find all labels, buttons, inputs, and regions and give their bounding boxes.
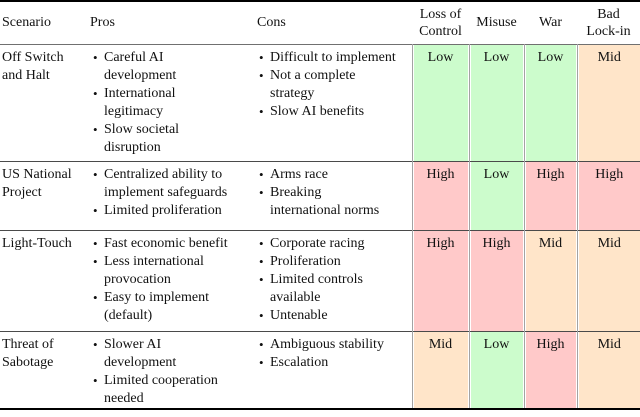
rating-cell: Mid	[523, 230, 577, 331]
rating-cell: Mid	[576, 44, 640, 161]
rating-cell: Low	[468, 161, 524, 230]
rating-cell: Low	[468, 331, 524, 409]
scenario-cell: US National Project	[2, 166, 72, 200]
pros-list: Slower AI developmentLimited cooperation…	[91, 336, 253, 408]
cons-item: Escalation	[257, 354, 412, 372]
rating-cell: High	[576, 161, 640, 230]
rating-value: Mid	[578, 44, 640, 161]
rating-value: Mid	[578, 331, 640, 408]
pros-item: Centralized ability to implement safegua…	[91, 166, 253, 202]
rating-cell: High	[411, 161, 469, 230]
pros-item: Easy to implement (default)	[91, 289, 253, 325]
header-scenario: Scenario	[2, 15, 51, 31]
rating-value: Low	[470, 331, 523, 408]
pros-cell: Centralized ability to implement safegua…	[85, 161, 253, 230]
header-cons: Cons	[257, 15, 286, 31]
rating-value: Mid	[578, 230, 640, 331]
pros-list: Centralized ability to implement safegua…	[91, 166, 253, 220]
rating-cell: Mid	[576, 331, 640, 409]
rating-cell: Mid	[576, 230, 640, 331]
pros-item: International legitimacy	[91, 85, 253, 121]
pros-cell: Fast economic benefitLess international …	[85, 230, 253, 331]
table-body: Off Switch and Halt Careful AI developme…	[0, 44, 640, 409]
rating-cell: Low	[523, 44, 577, 161]
header-loss-of-control: Loss of Control	[419, 6, 462, 39]
header-misuse: Misuse	[476, 15, 517, 31]
rating-cell: High	[523, 161, 577, 230]
header-war: War	[539, 15, 562, 31]
scenario-cell: Threat of Sabotage	[2, 336, 54, 370]
cons-list: Difficult to implementNot a complete str…	[257, 49, 412, 121]
pros-item: Slow societal disruption	[91, 121, 253, 157]
rating-value: High	[525, 331, 576, 408]
rating-value: High	[578, 161, 640, 230]
rating-value: Low	[525, 44, 576, 161]
cons-item: Proliferation	[257, 253, 412, 271]
pros-item: Limited proliferation	[91, 202, 253, 220]
rating-value: Low	[470, 44, 523, 161]
rating-value: Mid	[413, 331, 468, 408]
cons-cell: Difficult to implementNot a complete str…	[253, 44, 412, 161]
rating-cell: High	[523, 331, 577, 409]
rating-value: Low	[413, 44, 468, 161]
header-row: Scenario Pros Cons Loss of Control Misus…	[0, 1, 640, 44]
cons-item: Limited controls available	[257, 271, 412, 307]
pros-item: Careful AI development	[91, 49, 253, 85]
table-row: Threat of Sabotage Slower AI development…	[0, 331, 640, 409]
pros-item: Limited cooperation needed	[91, 372, 253, 408]
rating-cell: Low	[411, 44, 469, 161]
table-row: US National Project Centralized ability …	[0, 161, 640, 230]
pros-cell: Careful AI developmentInternational legi…	[85, 44, 253, 161]
rating-cell: Low	[468, 44, 524, 161]
pros-list: Fast economic benefitLess international …	[91, 235, 253, 325]
rating-cell: High	[468, 230, 524, 331]
rating-value: Low	[470, 161, 523, 230]
cons-item: Arms race	[257, 166, 412, 184]
scenario-cell: Light-Touch	[2, 235, 72, 251]
rating-cell: High	[411, 230, 469, 331]
cons-item: Not a complete strategy	[257, 67, 412, 103]
pros-item: Less international provocation	[91, 253, 253, 289]
table-row: Light-Touch Fast economic benefitLess in…	[0, 230, 640, 331]
cons-item: Breaking international norms	[257, 184, 412, 220]
cons-item: Difficult to implement	[257, 49, 412, 67]
pros-cell: Slower AI developmentLimited cooperation…	[85, 331, 253, 409]
cons-list: Corporate racingProliferationLimited con…	[257, 235, 412, 325]
cons-item: Slow AI benefits	[257, 103, 412, 121]
rating-value: High	[525, 161, 576, 230]
rating-value: High	[413, 161, 468, 230]
rating-value: Mid	[525, 230, 576, 331]
cons-item: Corporate racing	[257, 235, 412, 253]
rating-value: High	[413, 230, 468, 331]
cons-list: Arms raceBreaking international norms	[257, 166, 412, 220]
cons-cell: Corporate racingProliferationLimited con…	[253, 230, 412, 331]
pros-item: Fast economic benefit	[91, 235, 253, 253]
cons-list: Ambiguous stabilityEscalation	[257, 336, 412, 372]
cons-item: Untenable	[257, 307, 412, 325]
cons-item: Ambiguous stability	[257, 336, 412, 354]
pros-item: Slower AI development	[91, 336, 253, 372]
header-pros: Pros	[90, 15, 115, 31]
scenario-cell: Off Switch and Halt	[2, 49, 64, 83]
pros-list: Careful AI developmentInternational legi…	[91, 49, 253, 157]
cons-cell: Arms raceBreaking international norms	[253, 161, 412, 230]
table-row: Off Switch and Halt Careful AI developme…	[0, 44, 640, 161]
rating-cell: Mid	[411, 331, 469, 409]
cons-cell: Ambiguous stabilityEscalation	[253, 331, 412, 409]
rating-value: High	[470, 230, 523, 331]
header-bad-lock-in: Bad Lock-in	[586, 6, 631, 39]
